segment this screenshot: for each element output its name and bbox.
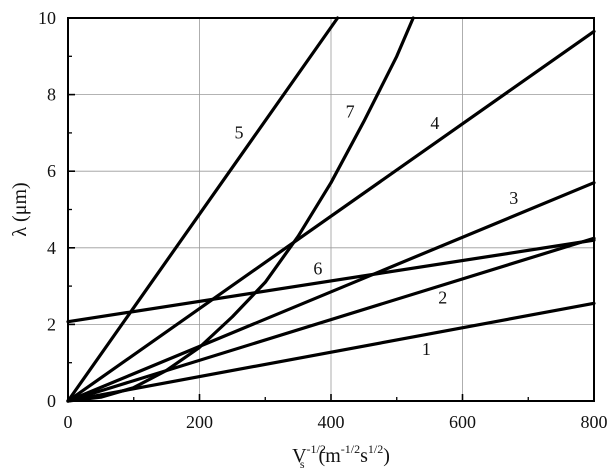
x-tick-label: 200: [186, 412, 213, 432]
curve-label-4: 4: [430, 113, 439, 133]
y-tick-label: 0: [47, 391, 56, 411]
series-line-2: [66, 236, 596, 403]
x-axis-label: V-1/2 s (m-1/2s1/2): [292, 442, 390, 469]
series-line-4: [66, 29, 596, 403]
series-line-5: [66, 16, 340, 403]
series-line-3: [66, 181, 596, 403]
x-tick-label: 800: [581, 412, 608, 432]
curve-label-7: 7: [346, 102, 355, 122]
tick-labels: 0 200 400 600 800 0 2 4 6 8 10: [38, 8, 608, 432]
curve-label-1: 1: [422, 339, 431, 359]
ticks: [67, 17, 595, 402]
grid: [68, 18, 594, 401]
curve-label-2: 2: [438, 287, 447, 307]
x-tick-label: 400: [318, 412, 345, 432]
series-line-7: [66, 16, 415, 403]
x-tick-label: 0: [64, 412, 73, 432]
curve-label-6: 6: [313, 259, 322, 279]
y-axis-label: λ (μm): [9, 182, 31, 236]
series-layer: [66, 16, 596, 403]
curve-label-3: 3: [509, 188, 518, 208]
y-tick-label: 4: [47, 238, 56, 258]
y-tick-label: 2: [47, 314, 56, 334]
curve-labels: 1 2 3 4 5 6 7: [234, 102, 518, 359]
series-line-6: [66, 238, 596, 324]
y-tick-label: 8: [47, 85, 56, 105]
y-tick-label: 10: [38, 8, 56, 28]
series-line-1: [66, 301, 596, 403]
x-tick-label: 600: [449, 412, 476, 432]
curve-label-5: 5: [234, 123, 243, 143]
y-tick-label: 6: [47, 161, 56, 181]
